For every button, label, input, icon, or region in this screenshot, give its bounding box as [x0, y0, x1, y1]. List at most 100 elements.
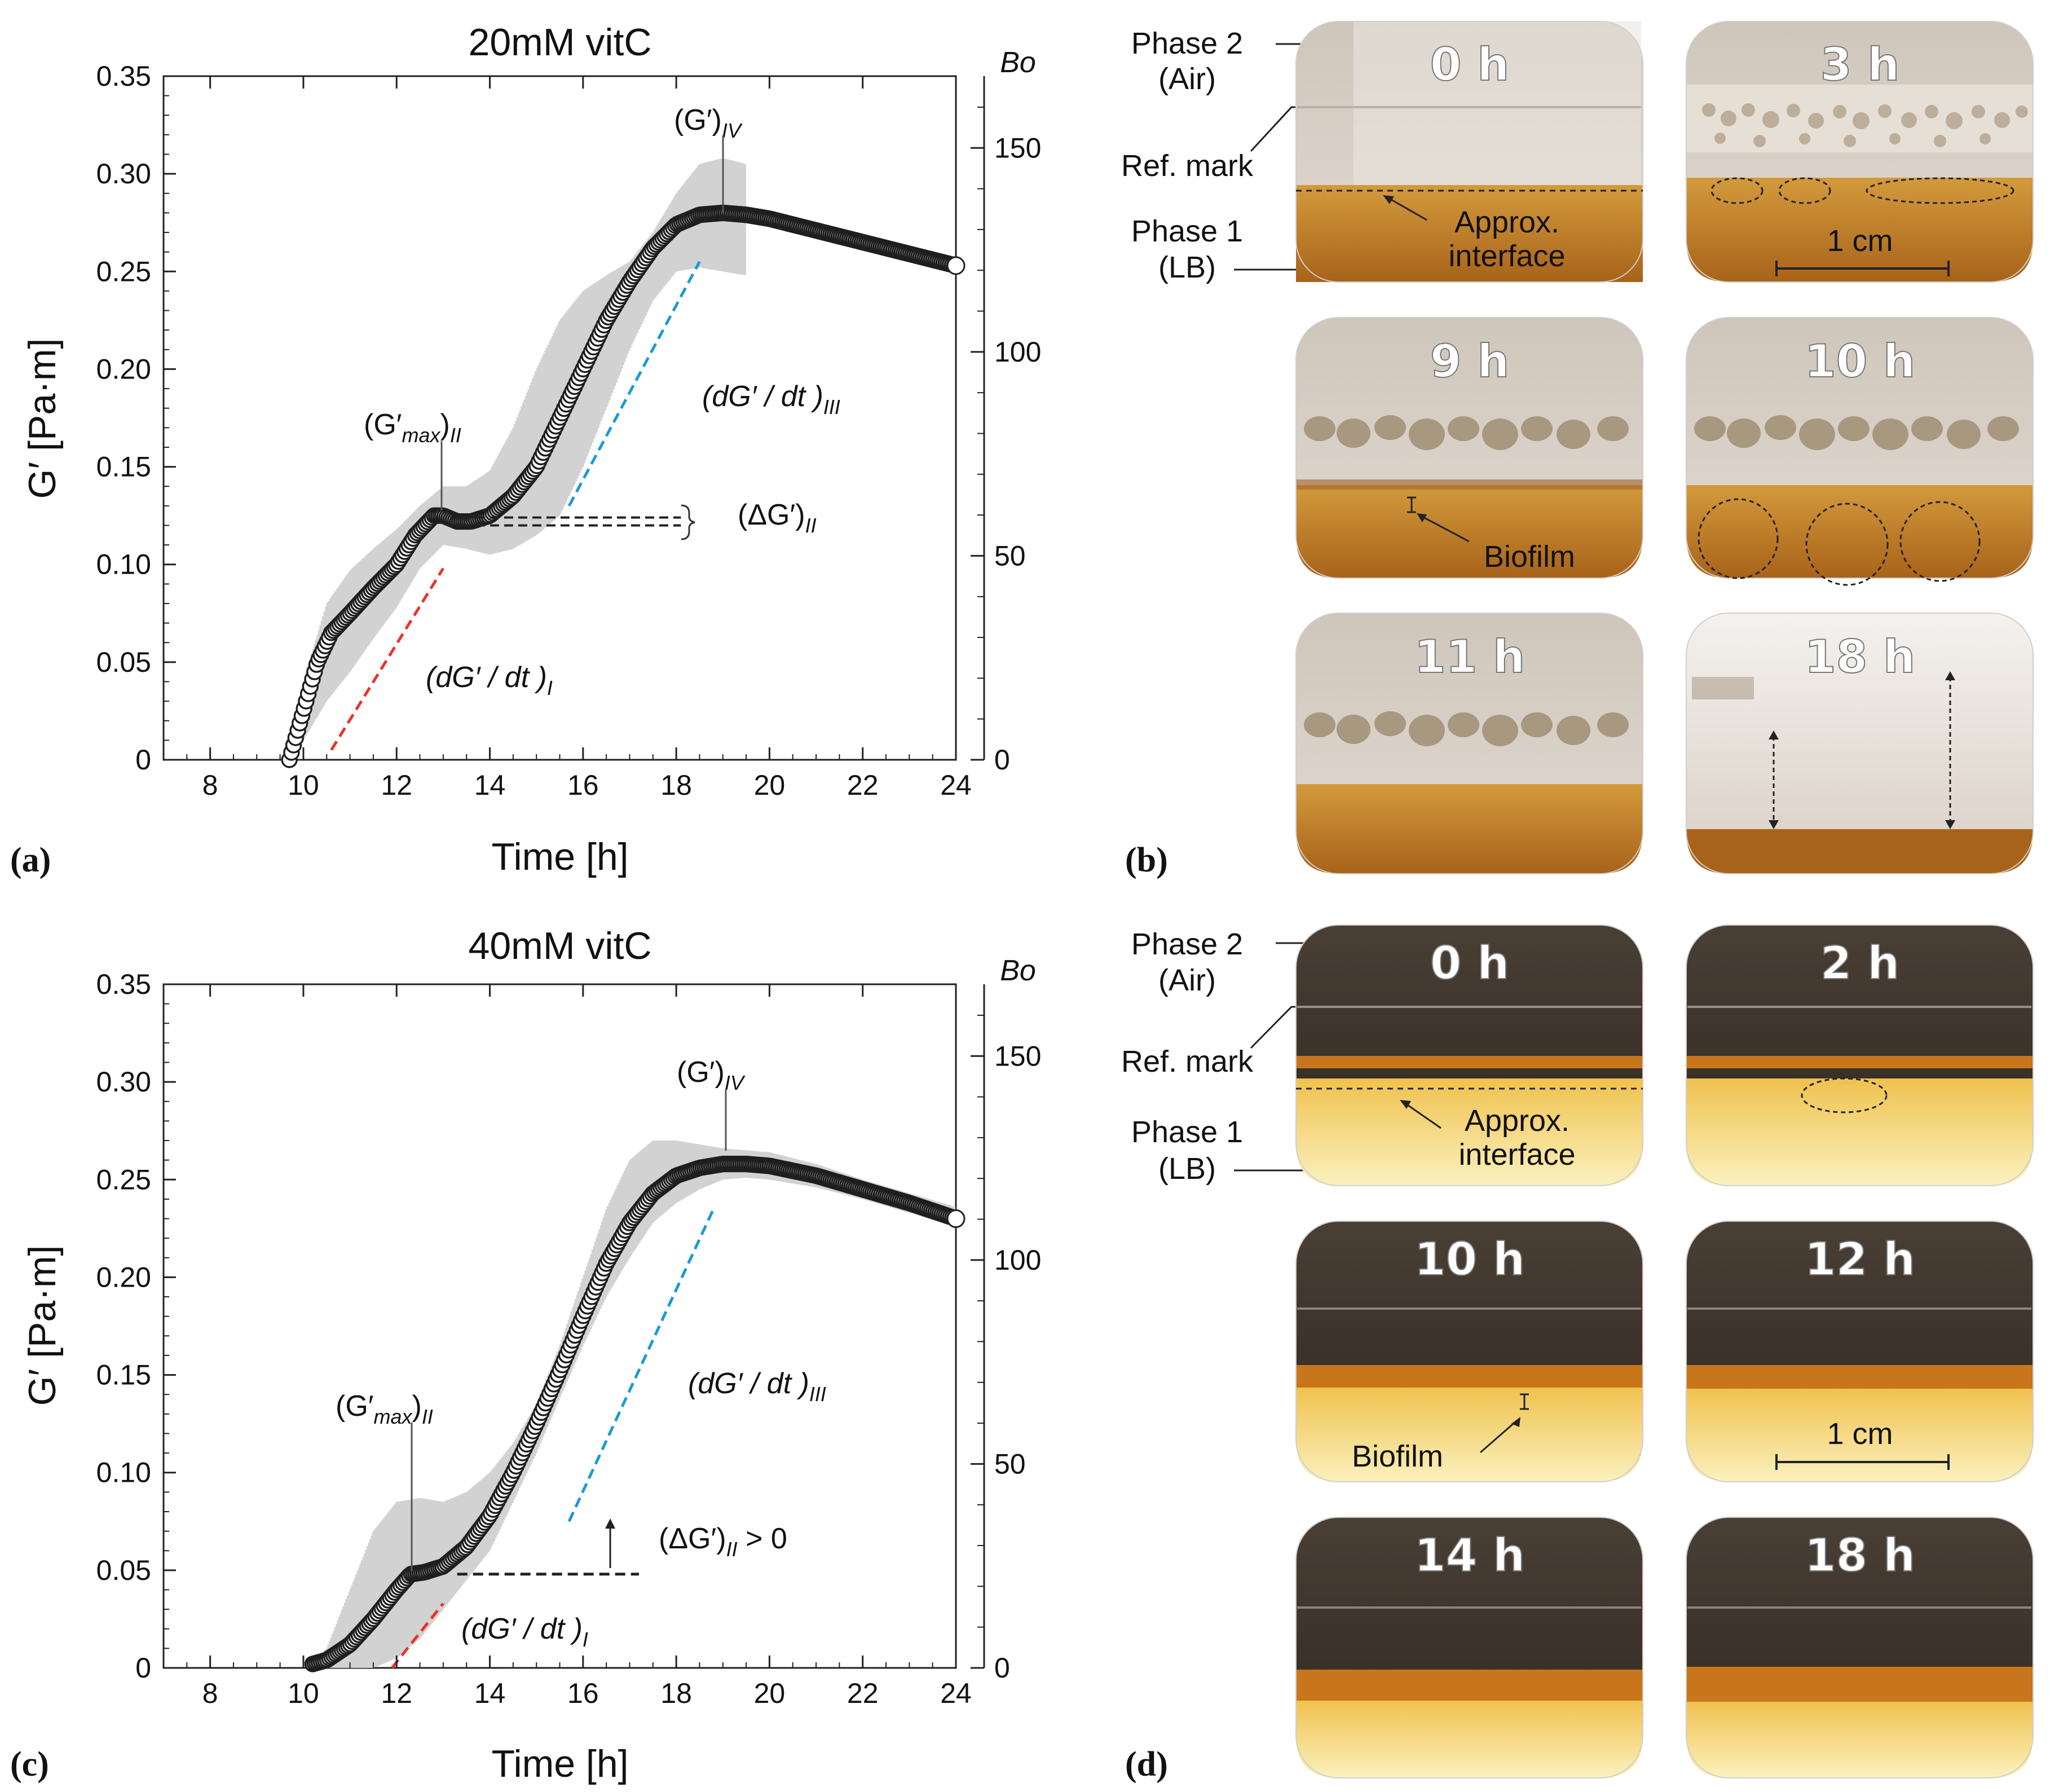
panel-b-time-9h: 9 h — [1430, 335, 1509, 388]
chart-a-y2-label: Bo — [1000, 46, 1036, 79]
chart-a-y2-tick-label: 150 — [994, 132, 1041, 164]
panel-b-scale-bar — [1775, 261, 1950, 276]
chart-a-x-tick-label: 18 — [660, 769, 692, 801]
chart-a-x-tick-label: 16 — [567, 769, 599, 801]
panel-d-label: (d) — [1125, 1745, 1168, 1784]
chart-c-panel-label: (c) — [10, 1745, 49, 1784]
chart-a-y2-tick-label: 100 — [994, 336, 1041, 368]
chart-a-x-tick-label: 22 — [847, 769, 879, 801]
chart-c-title: 40mM vitC — [469, 924, 652, 967]
chart-a-fit-line-1 — [567, 261, 701, 507]
panel-b-time-18h: 18 h — [1805, 631, 1915, 683]
chart-c-x-tick-label: 12 — [381, 1677, 412, 1709]
chart-a-y-tick-label: 0.20 — [96, 353, 151, 385]
chart-a-x-tick-label: 10 — [288, 769, 319, 801]
panel-b-phase2-sub: (Air) — [1158, 62, 1216, 96]
chart-a-y-tick-label: 0.35 — [96, 60, 151, 92]
panel-d-tile-12h: 12 h 1 cm — [1686, 1221, 2034, 1482]
panel-b-time-0h: 0 h — [1430, 38, 1509, 91]
chart-c-y-tick-label: 0.30 — [96, 1066, 151, 1098]
chart-c-y-tick-label: 0 — [135, 1652, 151, 1684]
chart-c-y-tick-label: 0.15 — [96, 1359, 151, 1391]
chart-c-x-tick-label: 14 — [474, 1677, 506, 1709]
chart-c-annotation-dg: (ΔG′)II > 0 — [659, 1522, 787, 1561]
chart-a-annotation-rate3: (dG′ / dt )III — [702, 380, 840, 419]
chart-a-x-tick-label: 24 — [940, 769, 972, 801]
chart-a-fit-line-0 — [330, 567, 445, 751]
chart-c-y2-label: Bo — [1000, 954, 1036, 987]
chart-a-y-tick-label: 0.25 — [96, 256, 151, 287]
panel-d-tile-10h: 10 h Biofilm — [1295, 1221, 1643, 1482]
chart-c-y-tick-label: 0.25 — [96, 1164, 151, 1195]
panel-b-photos: (b) Phase 2 (Air) Ref. mark Phase 1 (LB)… — [1121, 21, 2034, 879]
chart-c-x-tick-label: 20 — [754, 1677, 786, 1709]
chart-a-x-tick-label: 12 — [381, 769, 412, 801]
chart-c-annotation-g4: (G′)IV — [677, 1056, 746, 1094]
panel-d-tile-2h: 2 h — [1686, 924, 2034, 1186]
chart-c-fit-line-0 — [391, 1602, 444, 1669]
panel-b-tile-11h: 11 h — [1295, 613, 1643, 874]
panel-d-phase2-label: Phase 2 — [1131, 927, 1243, 961]
panel-b-label: (b) — [1125, 841, 1168, 879]
chart-c-x-tick-label: 8 — [202, 1677, 218, 1709]
chart-a-y2-tick-label: 0 — [994, 744, 1010, 776]
panel-b-phase1-sub: (LB) — [1158, 250, 1216, 284]
chart-c-y-tick-label: 0.35 — [96, 968, 151, 1000]
panel-d-time-2h: 2 h — [1820, 937, 1899, 989]
panel-b-time-3h: 3 h — [1820, 38, 1899, 91]
chart-c-x-tick-label: 16 — [567, 1677, 599, 1709]
panel-d-tile-14h: 14 h — [1295, 1517, 1643, 1778]
panel-d-interface-label: Approx. interface — [1458, 1104, 1575, 1172]
panel-d-time-18h: 18 h — [1805, 1529, 1915, 1582]
chart-c: 40mM vitC 8 10 12 14 16 18 20 22 24 0 0.05 0.10 0.15… — [10, 924, 1041, 1785]
chart-a-y-label: G′ [Pa·m] — [21, 338, 64, 499]
chart-a-panel-label: (a) — [10, 841, 51, 879]
chart-c-y2-tick-label: 0 — [994, 1652, 1010, 1684]
chart-c-y-tick-label: 0.10 — [96, 1457, 151, 1489]
chart-a-y-tick-label: 0.10 — [96, 549, 151, 580]
chart-c-fit-line-1 — [567, 1208, 715, 1522]
chart-a-title: 20mM vitC — [469, 21, 652, 64]
chart-a-end-marker — [946, 256, 966, 275]
panel-d-scale-bar — [1775, 1454, 1950, 1470]
panel-d-refmark-label: Ref. mark — [1121, 1045, 1254, 1078]
chart-c-annotation-rate1: (dG′ / dt )I — [461, 1613, 588, 1651]
chart-a-annotation-gmax: (G′max)II — [364, 408, 461, 447]
panel-d-time-10h: 10 h — [1414, 1233, 1525, 1285]
panel-b-phase1-label: Phase 1 — [1131, 214, 1243, 248]
chart-c-x-tick-label: 10 — [288, 1677, 319, 1709]
chart-a-x-tick-label: 8 — [202, 769, 218, 801]
panel-b-scale-label: 1 cm — [1827, 224, 1893, 258]
chart-a-annotation-g4: (G′)IV — [674, 104, 743, 142]
panel-b-tile-18h: 18 h — [1686, 613, 2034, 874]
chart-c-y-tick-label: 0.05 — [96, 1555, 151, 1586]
panel-d-time-0h: 0 h — [1430, 937, 1509, 989]
panel-d-phase2-sub: (Air) — [1158, 963, 1216, 997]
panel-b-tile-9h: 9 h Biofilm — [1295, 317, 1643, 579]
panel-b-biofilm-label: Biofilm — [1484, 540, 1575, 574]
panel-d-phase1-sub: (LB) — [1158, 1152, 1216, 1186]
chart-a-y-tick-label: 0.30 — [96, 158, 151, 190]
panel-b-tile-10h: 10 h — [1686, 317, 2034, 586]
chart-c-plot-frame — [162, 983, 957, 1669]
chart-c-x-tick-label: 22 — [847, 1677, 879, 1709]
chart-c-annotation-rate3: (dG′ / dt )III — [688, 1367, 826, 1406]
panel-d-time-14h: 14 h — [1414, 1529, 1525, 1582]
chart-a-annotation-dg: (ΔG′)II — [738, 499, 817, 537]
chart-c-y2-tick-label: 50 — [994, 1448, 1026, 1480]
panel-d-tile-18h: 18 h — [1686, 1517, 2034, 1778]
panel-b-time-10h: 10 h — [1805, 335, 1915, 388]
chart-a-y-tick-label: 0.15 — [96, 451, 151, 483]
chart-a-x-tick-label: 20 — [754, 769, 786, 801]
chart-a-annotation-rate1: (dG′ / dt )I — [426, 661, 553, 699]
chart-c-y2-tick-label: 150 — [994, 1040, 1041, 1072]
chart-a-dg-brace — [681, 504, 695, 540]
panel-d-tile-0h: 0 h Approx. interface — [1295, 924, 1643, 1186]
chart-a-y2-tick-label: 50 — [994, 540, 1026, 571]
panel-d-photos: (d) Phase 2 (Air) Ref. mark Phase 1 (LB)… — [1121, 924, 2034, 1784]
panel-b-biofilm-marker — [1407, 496, 1470, 543]
chart-c-y-label: G′ [Pa·m] — [21, 1245, 64, 1406]
chart-c-x-tick-label: 18 — [660, 1677, 692, 1709]
panel-d-scale-label: 1 cm — [1827, 1417, 1893, 1451]
